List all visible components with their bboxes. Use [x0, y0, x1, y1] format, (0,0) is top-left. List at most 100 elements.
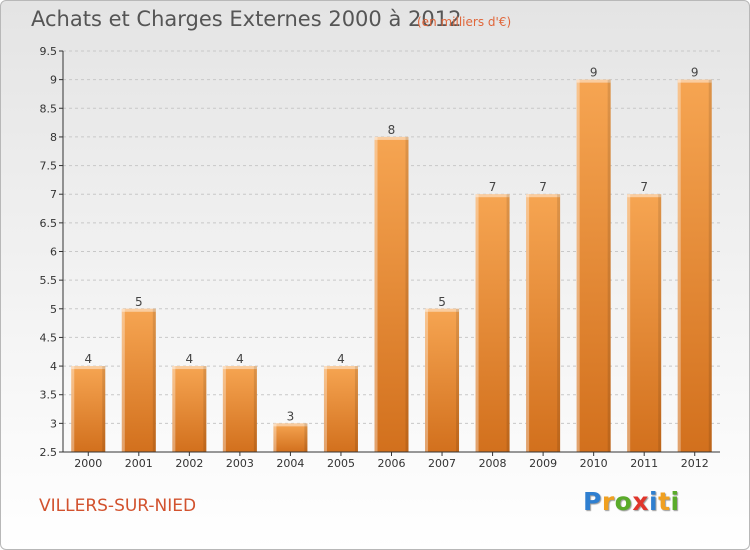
- proxiti-logo: Proxiti: [583, 487, 680, 516]
- logo-letter: i: [670, 487, 680, 516]
- x-tick-label: 2009: [529, 457, 557, 470]
- commune-name: VILLERS-SUR-NIED: [39, 496, 197, 516]
- bar-highlight: [425, 308, 429, 452]
- value-label: 5: [438, 295, 446, 309]
- bar-highlight: [71, 366, 75, 452]
- bar-2006: [374, 136, 409, 452]
- value-label: 4: [236, 352, 244, 366]
- bar-highlight: [576, 79, 611, 83]
- bar-highlight: [121, 308, 156, 312]
- value-label: 4: [186, 352, 194, 366]
- bar-2007: [425, 308, 460, 452]
- bar-2012: [677, 79, 712, 453]
- bar-2009: [526, 194, 561, 452]
- x-tick-label: 2006: [378, 457, 406, 470]
- value-label: 7: [640, 180, 648, 194]
- bar-highlight: [121, 308, 125, 452]
- x-tick-label: 2010: [580, 457, 608, 470]
- x-tick-label: 2008: [479, 457, 507, 470]
- bar-shade: [203, 366, 207, 452]
- bar-highlight: [222, 366, 257, 370]
- bar-shade: [658, 194, 662, 452]
- bar-highlight: [576, 79, 580, 453]
- logo-letter: o: [614, 487, 633, 516]
- bar-highlight: [475, 194, 479, 452]
- bar-highlight: [677, 79, 681, 453]
- bar-highlight: [374, 136, 409, 140]
- bar-highlight: [627, 194, 631, 452]
- y-tick-label: 6: [50, 246, 57, 259]
- logo-letter: x: [632, 487, 649, 516]
- y-tick-label: 8.5: [40, 102, 58, 115]
- bar-shade: [354, 366, 358, 452]
- x-tick-label: 2002: [175, 457, 203, 470]
- value-label: 7: [539, 180, 547, 194]
- bar-2005: [323, 366, 358, 452]
- bar-highlight: [273, 423, 308, 427]
- bar-highlight: [425, 308, 460, 312]
- y-tick-label: 3: [50, 417, 57, 430]
- bar-2010: [576, 79, 611, 453]
- bar-highlight: [526, 194, 530, 452]
- y-tick-label: 2.5: [40, 446, 58, 459]
- bar-shade: [152, 308, 156, 452]
- y-tick-label: 6.5: [40, 217, 58, 230]
- value-label: 8: [388, 123, 396, 137]
- value-label: 5: [135, 295, 143, 309]
- bar-2008: [475, 194, 510, 452]
- y-tick-label: 4.5: [40, 331, 58, 344]
- logo-letter: P: [583, 487, 602, 516]
- y-tick-label: 7.5: [40, 160, 58, 173]
- x-tick-label: 2011: [630, 457, 658, 470]
- bar-highlight: [627, 194, 662, 198]
- y-tick-label: 9: [50, 74, 57, 87]
- bar-shade: [253, 366, 257, 452]
- chart-unit-subtitle: (en milliers d'€): [417, 15, 512, 29]
- bar-shade: [557, 194, 561, 452]
- x-tick-label: 2012: [681, 457, 709, 470]
- value-label: 7: [489, 180, 497, 194]
- axes: [59, 50, 720, 456]
- bar-2011: [627, 194, 662, 452]
- bar-highlight: [71, 366, 106, 370]
- bar-highlight: [323, 366, 358, 370]
- y-tick-label: 7: [50, 188, 57, 201]
- bar-highlight: [273, 423, 277, 452]
- y-tick-label: 5.5: [40, 274, 58, 287]
- y-tick-label: 8: [50, 131, 57, 144]
- bar-2004: [273, 423, 308, 452]
- bar-highlight: [172, 366, 176, 452]
- bar-shade: [405, 136, 409, 452]
- bar-shade: [304, 423, 308, 452]
- bar-highlight: [677, 79, 712, 83]
- x-tick-label: 2000: [74, 457, 102, 470]
- bars: [71, 79, 712, 453]
- value-label: 9: [590, 66, 598, 80]
- bar-highlight: [172, 366, 207, 370]
- bar-highlight: [374, 136, 378, 452]
- logo-letter: t: [658, 487, 671, 516]
- labels: 2.5 3 3.5 4 4.5 5 5.5 6 6.5 7 7.5 8 8.5 9 9.5 4 2000 5 200…: [40, 45, 709, 470]
- y-tick-label: 9.5: [40, 45, 58, 58]
- chart-title: Achats et Charges Externes 2000 à 2012: [31, 7, 462, 31]
- x-tick-label: 2001: [125, 457, 153, 470]
- logo-letter: r: [601, 487, 615, 516]
- value-label: 3: [287, 409, 295, 423]
- bar-shade: [456, 308, 460, 452]
- logo-letter: i: [649, 487, 659, 516]
- bar-highlight: [222, 366, 226, 452]
- x-tick-label: 2007: [428, 457, 456, 470]
- bar-shade: [506, 194, 510, 452]
- x-tick-label: 2003: [226, 457, 254, 470]
- value-label: 4: [84, 352, 92, 366]
- bar-2001: [121, 308, 156, 452]
- bar-2000: [71, 366, 106, 452]
- x-tick-label: 2005: [327, 457, 355, 470]
- bar-2002: [172, 366, 207, 452]
- y-tick-label: 5: [50, 303, 57, 316]
- x-tick-label: 2004: [276, 457, 304, 470]
- bar-shade: [607, 79, 611, 453]
- y-tick-label: 3.5: [40, 389, 58, 402]
- bar-shade: [102, 366, 106, 452]
